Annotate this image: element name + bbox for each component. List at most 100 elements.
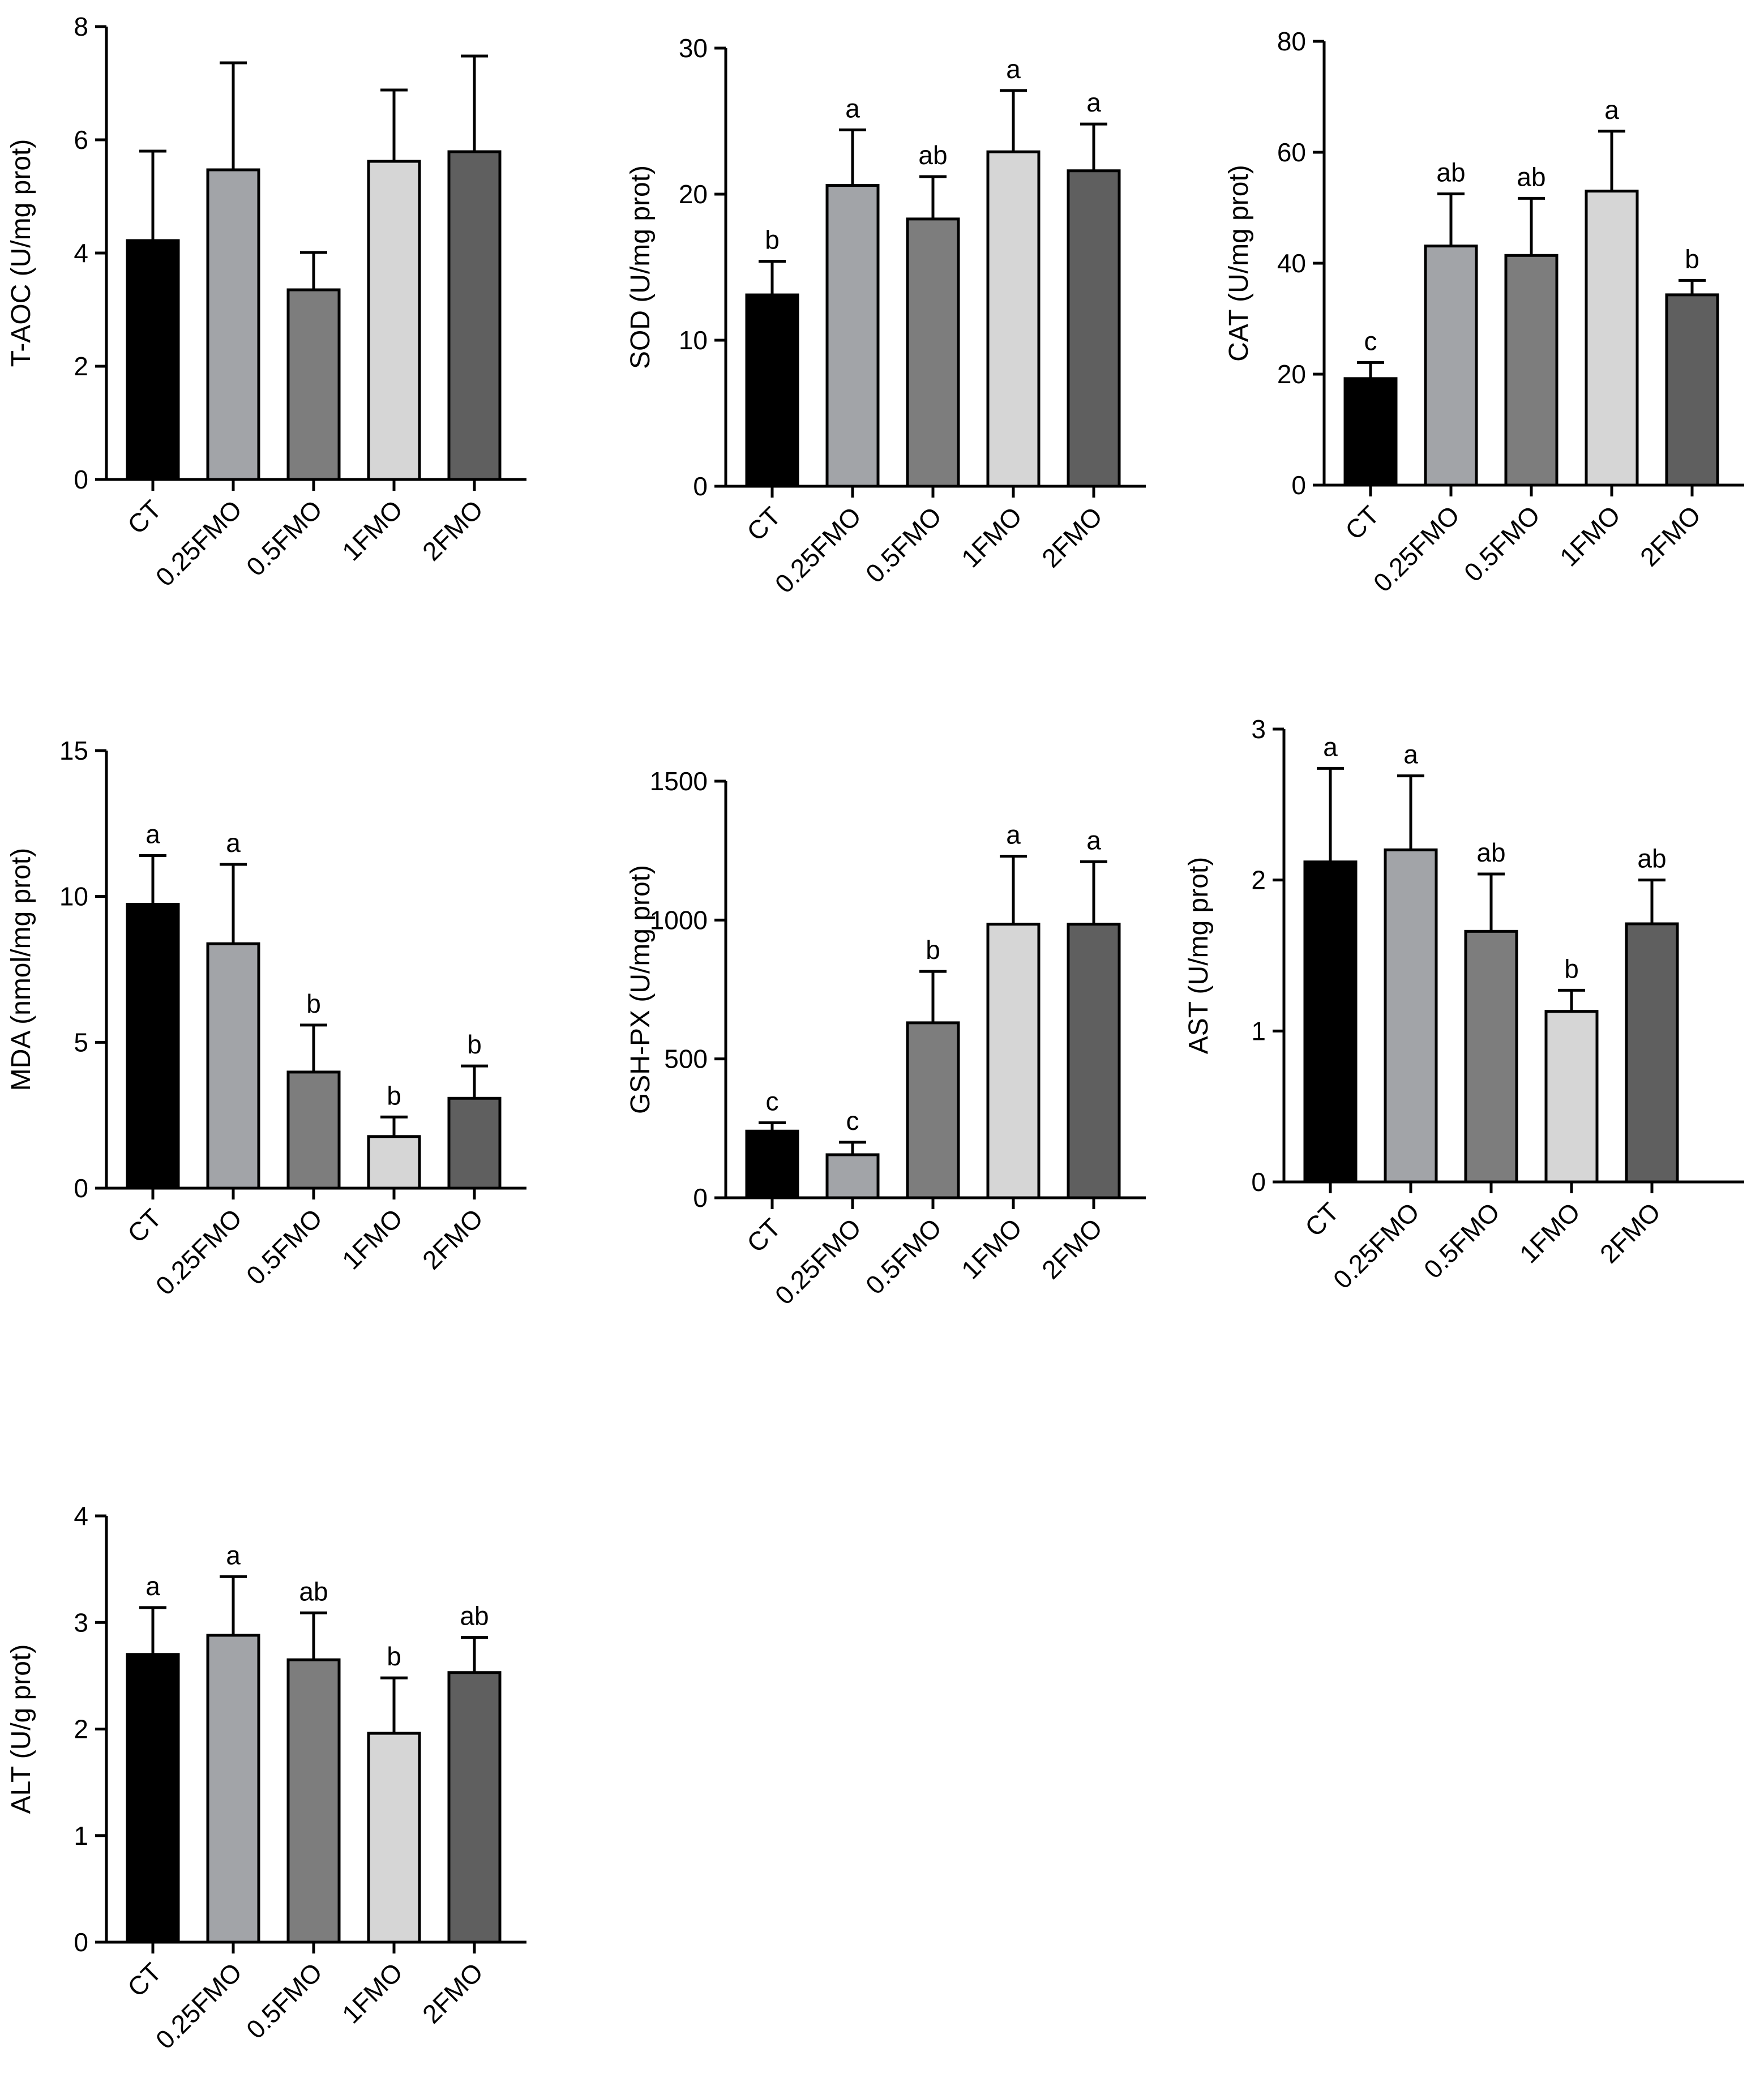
category-label: 0.25FMO	[150, 494, 247, 592]
y-tick-label: 1500	[650, 766, 708, 796]
bar	[367, 1732, 421, 1944]
bar	[906, 217, 960, 488]
category-label: 1FMO	[336, 1203, 408, 1275]
significance-letter: ab	[299, 1576, 328, 1606]
significance-letter: b	[926, 935, 940, 965]
significance-letter: ab	[1436, 158, 1465, 187]
chart-gsh-px: 0 500 1000 1500 GSH-PX (U/mg prot) c CT c 0.25FM…	[626, 766, 1146, 1310]
significance-letter: b	[387, 1642, 401, 1671]
chart-alt: 0 1 2 3 4 ALT (U/g prot) a CT a 0.25FMO ab 0.5FMO b 1…	[6, 1501, 526, 2055]
bar	[1544, 1010, 1599, 1184]
significance-letter: c	[1364, 326, 1377, 355]
bar	[286, 1070, 341, 1190]
significance-letter: b	[387, 1081, 401, 1110]
category-label: 2FMO	[417, 1957, 489, 2029]
category-label: 0.5FMO	[860, 501, 947, 588]
bar	[286, 1658, 341, 1944]
category-label: CT	[741, 501, 786, 546]
category-label: 0.5FMO	[1458, 500, 1545, 587]
category-label: CT	[1339, 500, 1385, 545]
bar	[367, 1135, 421, 1190]
bar	[126, 903, 180, 1190]
significance-letter: ab	[918, 140, 947, 170]
significance-letter: b	[1564, 954, 1579, 983]
y-tick-label: 5	[74, 1027, 88, 1057]
category-label: 1FMO	[1554, 500, 1626, 572]
category-label: 1FMO	[956, 1213, 1027, 1284]
category-label: 0.25FMO	[1368, 500, 1465, 597]
bar	[206, 942, 260, 1190]
bar	[126, 239, 180, 481]
category-label: 1FMO	[336, 1957, 408, 2029]
y-tick-label: 20	[679, 179, 708, 209]
category-label: 2FMO	[1036, 1213, 1108, 1284]
y-axis-title: MDA (nmol/mg prot)	[6, 848, 36, 1091]
y-tick-label: 0	[74, 1173, 88, 1203]
significance-letter: a	[1604, 95, 1619, 125]
y-tick-label: 0	[693, 1183, 708, 1213]
bar	[1067, 169, 1121, 488]
y-tick-label: 2	[1251, 866, 1266, 895]
y-axis-title: CAT (U/mg prot)	[1224, 165, 1254, 362]
chart-mda: 0 5 10 15 MDA (nmol/mg prot) a CT a 0.25FMO b 0.5F…	[6, 736, 526, 1301]
category-label: 0.5FMO	[860, 1213, 947, 1300]
significance-letter: c	[846, 1106, 859, 1136]
bar	[1464, 929, 1518, 1184]
bar	[1504, 254, 1559, 487]
bar	[126, 1653, 180, 1944]
category-label: 2FMO	[1036, 501, 1108, 573]
bar	[367, 160, 421, 481]
category-label: 0.5FMO	[241, 494, 328, 581]
significance-letter: a	[1403, 740, 1418, 769]
y-tick-label: 2	[74, 1715, 88, 1744]
category-label: 0.25FMO	[150, 1957, 247, 2054]
category-label: 0.5FMO	[1418, 1197, 1505, 1284]
y-tick-label: 10	[59, 882, 88, 911]
y-tick-label: 3	[1251, 714, 1266, 744]
bar	[447, 150, 502, 481]
y-tick-label: 10	[679, 325, 708, 355]
y-axis-title: ALT (U/g prot)	[6, 1644, 36, 1814]
category-label: 2FMO	[1594, 1197, 1666, 1269]
category-label: CT	[741, 1213, 786, 1258]
y-tick-label: 1000	[650, 905, 708, 935]
significance-letter: a	[145, 820, 160, 849]
significance-letter: a	[145, 1571, 160, 1601]
bar	[825, 1153, 880, 1199]
y-tick-label: 15	[59, 736, 88, 765]
bar	[1424, 245, 1478, 487]
bar	[206, 168, 260, 481]
y-axis-title: AST (U/mg prot)	[1184, 857, 1214, 1055]
category-label: 1FMO	[336, 494, 408, 566]
category-label: CT	[122, 1957, 167, 2002]
bar	[286, 288, 341, 481]
y-tick-label: 500	[664, 1044, 708, 1074]
significance-letter: b	[765, 225, 780, 255]
chart-sod: 0 10 20 30 SOD (U/mg prot) b CT a 0.25FMO ab 0.5FM…	[626, 33, 1146, 599]
y-tick-label: 4	[74, 1501, 88, 1531]
significance-letter: b	[467, 1030, 482, 1059]
significance-letter: ab	[1637, 844, 1666, 873]
bar	[986, 923, 1041, 1199]
category-label: 2FMO	[1634, 500, 1706, 572]
significance-letter: ab	[460, 1601, 489, 1631]
y-tick-label: 60	[1277, 138, 1306, 167]
y-tick-label: 2	[74, 352, 88, 381]
bar	[447, 1671, 502, 1944]
bar	[1303, 860, 1358, 1184]
y-tick-label: 0	[1291, 470, 1306, 500]
bar	[745, 293, 799, 488]
y-tick-label: 1	[74, 1821, 88, 1850]
bar	[745, 1129, 799, 1199]
category-label: 2FMO	[417, 1203, 489, 1275]
bar	[1665, 293, 1719, 487]
category-label: 0.25FMO	[1328, 1197, 1425, 1294]
y-tick-label: 40	[1277, 249, 1306, 278]
category-label: 0.25FMO	[769, 501, 867, 598]
significance-letter: a	[1086, 825, 1101, 855]
y-tick-label: 0	[1251, 1167, 1266, 1197]
bar	[1067, 923, 1121, 1199]
bar	[1625, 922, 1679, 1184]
significance-letter: a	[1006, 820, 1021, 849]
